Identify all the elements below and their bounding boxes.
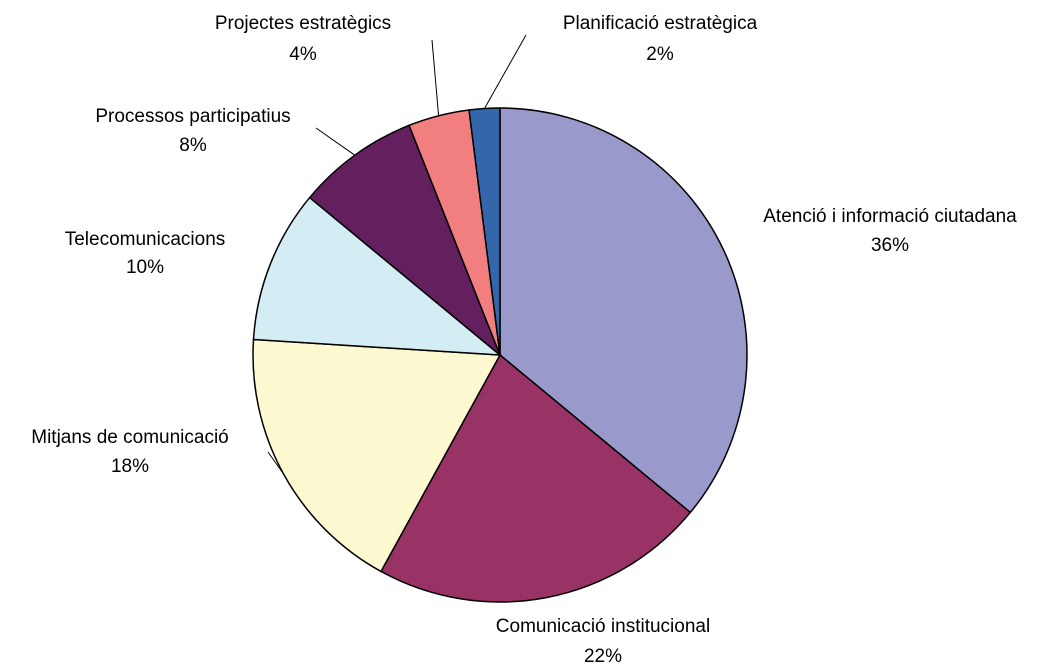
- slice-value-label: 36%: [871, 235, 909, 256]
- slice-value-label: 4%: [289, 44, 317, 65]
- pie-slice: [252, 196, 503, 356]
- slice-value-label: 22%: [584, 646, 622, 665]
- slice-label: Atenció i informació ciutadana: [763, 206, 1017, 227]
- pie-slice: [379, 353, 692, 603]
- leader-line: [484, 34, 527, 109]
- leader-line: [431, 39, 440, 116]
- slice-label: Projectes estratègics: [215, 13, 391, 34]
- slice-label: Comunicació institucional: [496, 616, 710, 637]
- pie-slice: [499, 107, 748, 514]
- leader-line: [267, 451, 284, 475]
- slice-value-label: 2%: [646, 44, 674, 65]
- slice-label: Mitjans de comunicació: [31, 427, 228, 448]
- leader-line: [315, 127, 356, 156]
- slice-label: Telecomunicacions: [65, 229, 226, 250]
- slice-label: Processos participatius: [95, 106, 290, 127]
- slice-value-label: 8%: [179, 135, 207, 156]
- pie-slice: [252, 338, 502, 573]
- slice-label: Planificació estratègica: [563, 13, 758, 34]
- pie-slice: [468, 107, 501, 356]
- slice-value-label: 10%: [126, 257, 164, 278]
- slice-value-label: 18%: [111, 456, 149, 477]
